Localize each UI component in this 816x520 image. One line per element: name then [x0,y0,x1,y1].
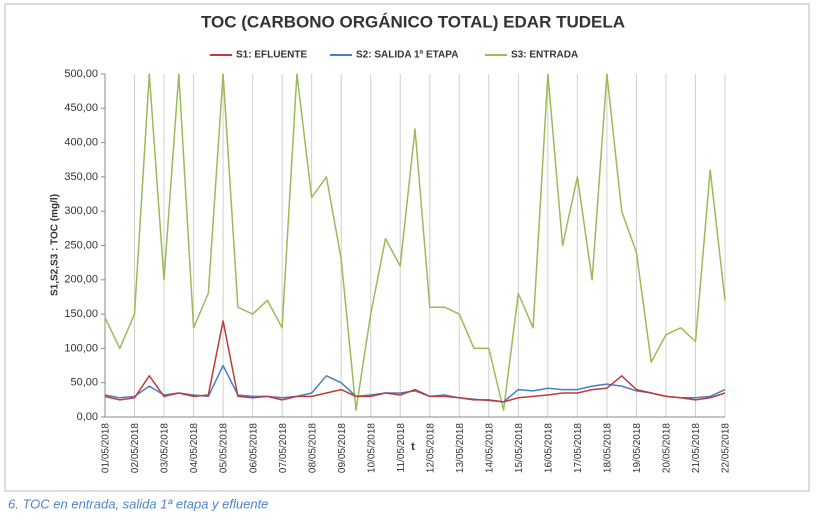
caption: 6. TOC en entrada, salida 1ª etapa y efl… [8,496,268,511]
legend-label: S2: SALIDA 1ª ETAPA [356,50,458,61]
y-tick-label: 200,00 [64,274,98,286]
x-tick-label: 08/05/2018 [307,423,318,473]
x-tick-label: 10/05/2018 [366,423,377,473]
x-tick-label: 07/05/2018 [278,423,289,473]
x-tick-label: 11/05/2018 [396,423,407,473]
series-line [104,364,726,403]
x-tick-label: 09/05/2018 [337,423,348,473]
x-tick-label: 12/05/2018 [425,423,436,473]
x-tick-label: 21/05/2018 [691,423,702,473]
legend-label: S3: ENTRADA [511,50,578,61]
x-tick-label: 13/05/2018 [455,423,466,473]
x-tick-label: 22/05/2018 [721,423,732,473]
legend-label: S1: EFLUENTE [236,50,307,61]
x-tick-label: 20/05/2018 [662,423,673,473]
y-tick-label: 100,00 [64,342,98,354]
x-axis-title: t [411,441,415,453]
y-tick-label: 500,00 [64,68,98,80]
y-tick-label: 300,00 [64,205,98,217]
x-tick-label: 01/05/2018 [101,423,112,473]
y-tick-label: 400,00 [64,137,98,149]
x-tick-label: 17/05/2018 [573,423,584,473]
y-tick-label: 50,00 [70,377,98,389]
x-tick-label: 06/05/2018 [248,423,259,473]
x-tick-label: 04/05/2018 [189,423,200,473]
x-tick-label: 03/05/2018 [160,423,171,473]
x-tick-label: 02/05/2018 [130,423,141,473]
series-line [104,73,726,411]
x-tick-label: 18/05/2018 [603,423,614,473]
chart-title: TOC (CARBONO ORGÁNICO TOTAL) EDAR TUDELA [201,12,625,31]
y-axis-title: S1,S2,S3 : TOC (mg/l) [50,194,61,296]
x-tick-label: 05/05/2018 [219,423,230,473]
series-line [104,320,726,403]
x-tick-label: 19/05/2018 [632,423,643,473]
x-tick-label: 16/05/2018 [543,423,554,473]
x-tick-label: 14/05/2018 [484,423,495,473]
y-tick-label: 250,00 [64,239,98,251]
chart-frame [4,3,810,492]
y-tick-label: 350,00 [64,171,98,183]
x-tick-label: 15/05/2018 [514,423,525,473]
y-tick-label: 0,00 [77,411,98,423]
y-tick-label: 450,00 [64,102,98,114]
y-tick-label: 150,00 [64,308,98,320]
